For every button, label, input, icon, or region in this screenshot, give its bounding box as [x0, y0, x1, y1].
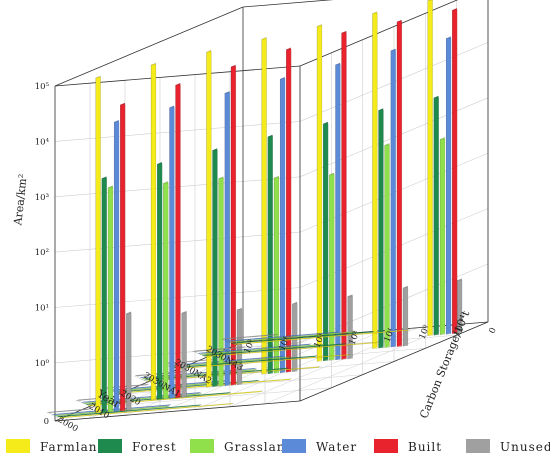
bar-area-side	[316, 25, 323, 362]
bar-carbon-farmland	[58, 403, 234, 419]
z-tick-label: 10²	[348, 330, 363, 347]
bar-carbon-built	[224, 339, 227, 341]
bar-area-side	[175, 84, 181, 399]
z-tick-label: 10³	[313, 332, 328, 349]
bar-area-side	[280, 78, 286, 373]
bar-area-side	[292, 303, 298, 372]
y-tick-label: 10⁵	[35, 82, 50, 92]
axis-edge	[54, 6, 244, 87]
y-tick-label: 10¹	[35, 304, 49, 314]
bar-carbon-farmland	[204, 341, 381, 358]
legend-swatch-built	[374, 439, 398, 453]
bar-carbon-water	[197, 343, 312, 354]
bar-area-side	[384, 144, 390, 348]
bar-carbon-forest	[230, 331, 375, 344]
y-tick-label: 10²	[35, 248, 49, 258]
bar-area-side	[335, 64, 341, 361]
y-gridline	[54, 42, 489, 142]
bar-area-side	[150, 64, 157, 401]
z-tick-label: 10¹	[383, 327, 398, 344]
legend-swatch-grassland	[190, 439, 214, 453]
legend-label-built: Built	[408, 440, 442, 454]
bar-area-side	[402, 287, 409, 347]
legend-swatch-unused	[466, 439, 490, 453]
bar-area-side	[347, 295, 353, 360]
bars-group	[47, 0, 463, 419]
legend-swatch-forest	[98, 439, 122, 453]
bar-area-side	[181, 312, 187, 398]
bar-carbon-grassland	[228, 331, 358, 343]
bar-carbon-water	[226, 331, 339, 342]
bar-carbon-built	[49, 412, 52, 415]
bar-area-side	[427, 0, 433, 336]
y-tick-label: 10⁴	[35, 137, 50, 147]
bar-carbon-unused	[221, 333, 278, 340]
bar-carbon-grassland	[199, 343, 325, 356]
bar-area-side	[323, 123, 329, 362]
bar-area-side	[107, 187, 114, 413]
bar-area-side	[286, 49, 292, 373]
axis-edge	[299, 321, 489, 402]
bar-area-side	[101, 177, 107, 413]
bar-area-side	[396, 21, 403, 347]
legend-label-unused: Unused	[500, 440, 550, 454]
bar-carbon-forest	[56, 404, 202, 418]
axis-edge	[242, 0, 334, 8]
bar-carbon-farmland	[233, 329, 411, 345]
bar-carbon-forest	[201, 343, 347, 357]
bar-area-side	[126, 313, 132, 411]
bar-area-side	[212, 149, 218, 387]
x-tick-label: 2000	[56, 415, 80, 434]
y-tick-label: 10⁰	[35, 359, 50, 369]
legend-label-farmland: Farmland	[40, 440, 106, 454]
bar-area-side	[372, 13, 378, 349]
bar-carbon-unused	[192, 346, 246, 352]
bar-area-side	[95, 77, 101, 414]
axis-edge	[299, 0, 459, 67]
bar-area-side	[218, 178, 224, 387]
bar-area-side	[267, 136, 273, 374]
bar-area-side	[224, 92, 230, 386]
bar-carbon-unused	[47, 408, 91, 414]
bar-area-side	[329, 174, 335, 361]
bar-area-side	[433, 97, 439, 336]
bar-area-side	[341, 32, 347, 360]
legend-swatch-water	[282, 439, 306, 453]
floor-gridline	[264, 324, 454, 405]
axis-edge	[54, 400, 301, 422]
bar-area-side	[378, 109, 384, 349]
legend: Farmland Forest Grassland Water Built Unused	[6, 439, 550, 454]
bar-area-side	[169, 107, 175, 399]
bar-area-side	[261, 38, 267, 375]
bar-area-side	[157, 163, 163, 400]
legend-swatch-farmland	[6, 439, 30, 453]
bar-carbon-built	[136, 376, 140, 378]
bar-carbon-built	[78, 400, 81, 402]
bar-area-side	[446, 37, 452, 335]
bar-area-side	[439, 138, 446, 335]
y-gridline	[54, 0, 458, 87]
z-tick-label: 0	[488, 326, 499, 335]
bar-area-side	[163, 182, 169, 400]
bar-carbon-farmland	[87, 390, 263, 407]
bar-carbon-built	[195, 351, 198, 353]
bar-area-side	[230, 66, 237, 386]
bar-area-side	[273, 177, 280, 374]
legend-label-grassland: Grassland	[224, 440, 294, 454]
y-tick-label: 10³	[35, 193, 49, 203]
y-axis-title: Area/km²	[11, 173, 29, 227]
y-tick-label: 0	[44, 417, 49, 427]
bar-area-side	[390, 50, 396, 348]
bar-area-side	[452, 9, 458, 334]
legend-label-forest: Forest	[132, 440, 177, 454]
legend-label-water: Water	[316, 440, 357, 454]
bar-area-side	[114, 121, 120, 412]
bar-area-side	[206, 51, 212, 388]
bar-area-side	[120, 104, 126, 412]
